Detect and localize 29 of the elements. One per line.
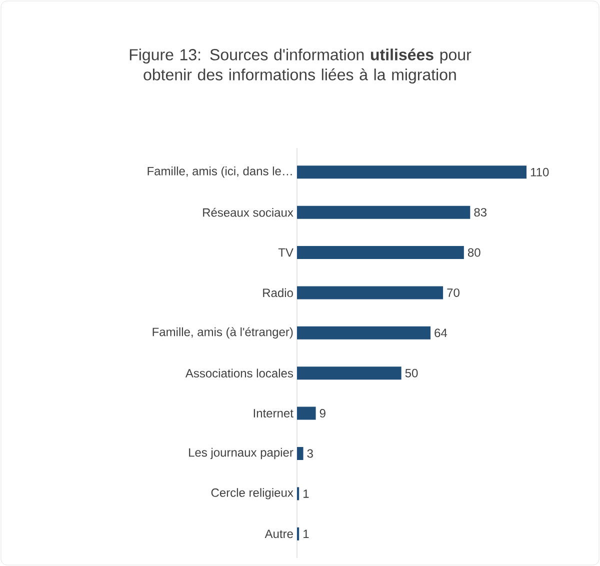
data-label: 70 <box>447 288 460 297</box>
y-tick-label: Famille, amis (ici, dans le… <box>148 166 292 178</box>
bar <box>297 446 304 460</box>
bar <box>297 326 431 340</box>
bar <box>297 166 527 179</box>
bar <box>297 366 402 380</box>
bar <box>297 286 444 300</box>
y-tick-label: Radio <box>263 288 293 298</box>
data-label: 9 <box>320 409 326 418</box>
data-label: 83 <box>474 208 487 217</box>
data-label: 80 <box>468 248 480 257</box>
chart-title: Figure 13: Sources d'information utilisées pour obtenir des informations liées à la migration <box>130 48 472 84</box>
data-label: 110 <box>530 168 549 176</box>
bar <box>297 206 470 219</box>
data-label: 64 <box>434 328 448 338</box>
y-tick-label: Les journaux papier <box>189 448 294 460</box>
y-tick-label: Cercle religieux <box>211 488 294 500</box>
y-tick-label: Internet <box>254 409 294 418</box>
data-label: 3 <box>307 449 313 458</box>
bar <box>297 406 316 420</box>
y-tick-label: Réseaux sociaux <box>203 208 294 217</box>
bar <box>297 246 464 260</box>
data-label: 1 <box>304 530 309 538</box>
y-tick-label: Famille, amis (à l'étranger) <box>152 327 293 339</box>
y-tick-label: TV <box>278 248 294 257</box>
data-label: 1 <box>304 490 309 498</box>
data-label: 50 <box>405 368 418 378</box>
y-tick-label: Autre <box>264 530 293 538</box>
y-tick-label: Associations locales <box>185 368 294 378</box>
